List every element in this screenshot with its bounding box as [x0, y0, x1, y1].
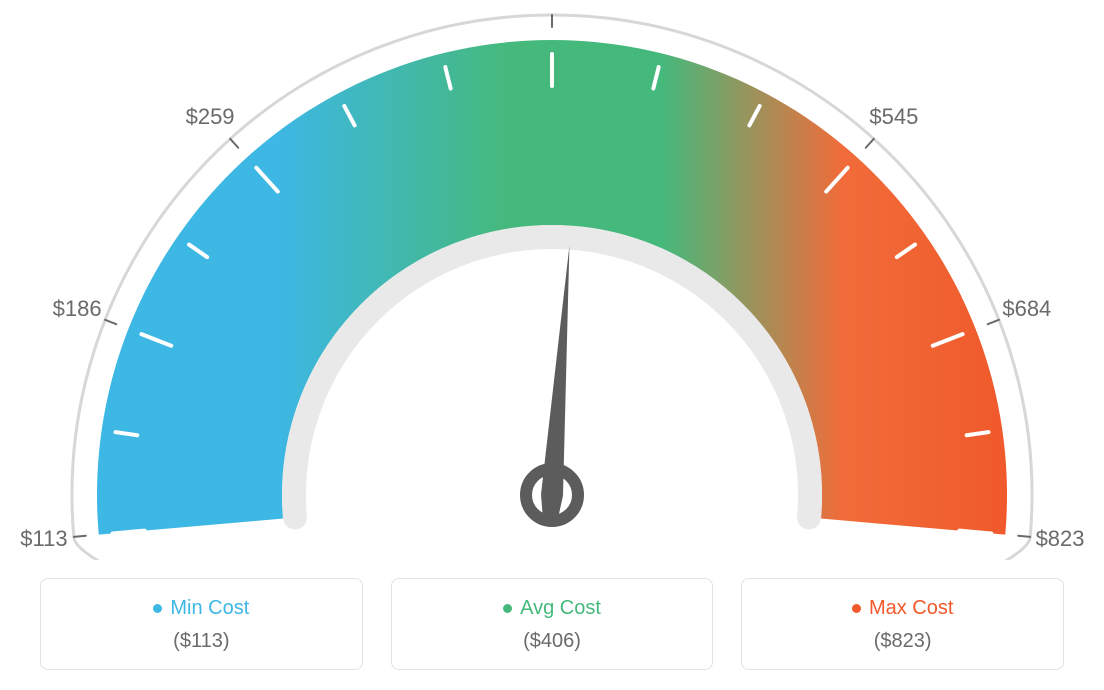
legend-dot-max	[852, 604, 861, 613]
legend-value-avg: ($406)	[402, 630, 703, 653]
legend-title-max-text: Max Cost	[869, 597, 953, 620]
legend-value-min: ($113)	[51, 630, 352, 653]
legend-dot-min	[153, 604, 162, 613]
legend-title-min: Min Cost	[153, 597, 249, 620]
gauge-svg	[0, 0, 1104, 560]
gauge-area: $113$186$259$406$545$684$823	[0, 0, 1104, 560]
legend-title-avg-text: Avg Cost	[520, 597, 601, 620]
legend-title-min-text: Min Cost	[170, 597, 249, 620]
legend-title-avg: Avg Cost	[503, 597, 601, 620]
legend-dot-avg	[503, 604, 512, 613]
tick-label: $823	[1036, 526, 1085, 552]
gauge-chart-container: $113$186$259$406$545$684$823 Min Cost ($…	[0, 0, 1104, 690]
legend-card-min: Min Cost ($113)	[40, 578, 363, 670]
tick-label: $186	[53, 296, 102, 322]
tick-label: $113	[20, 526, 67, 552]
legend-title-max: Max Cost	[852, 597, 953, 620]
tick-label: $545	[869, 104, 918, 130]
legend-value-max: ($823)	[752, 630, 1053, 653]
legend-card-max: Max Cost ($823)	[741, 578, 1064, 670]
legend-card-avg: Avg Cost ($406)	[391, 578, 714, 670]
legend-row: Min Cost ($113) Avg Cost ($406) Max Cost…	[40, 578, 1064, 670]
tick-label: $684	[1002, 296, 1051, 322]
tick-label: $259	[186, 104, 235, 130]
